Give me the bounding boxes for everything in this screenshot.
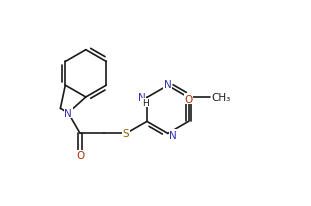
Text: O: O [184,94,193,104]
Text: N: N [64,108,72,118]
Text: S: S [123,129,129,139]
Text: N: N [164,80,172,90]
Text: H: H [142,99,149,108]
Text: CH₃: CH₃ [211,93,230,103]
Text: N: N [138,93,146,103]
Text: N: N [169,130,177,140]
Text: O: O [76,151,84,161]
